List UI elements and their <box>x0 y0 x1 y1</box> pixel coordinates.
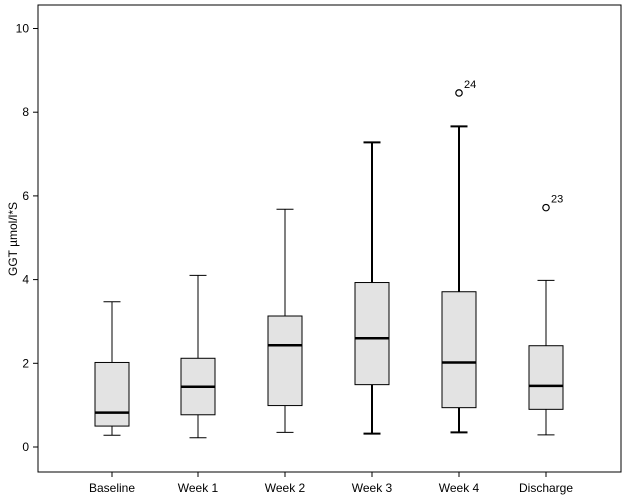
y-tick-label: 0 <box>22 440 29 454</box>
y-tick-label: 10 <box>16 22 30 36</box>
outlier-label: 24 <box>464 79 476 91</box>
x-tick-label: Week 2 <box>265 481 306 495</box>
x-tick-label: Week 1 <box>178 481 219 495</box>
iqr-box <box>441 291 477 409</box>
box-week-4: 24 <box>441 79 477 434</box>
y-tick-label: 2 <box>22 356 29 370</box>
plot-area-frame <box>37 4 622 473</box>
x-tick-label: Week 3 <box>352 481 393 495</box>
box-week-2 <box>267 208 303 433</box>
box-week-1 <box>180 274 216 439</box>
iqr-box <box>528 345 564 410</box>
box-baseline <box>94 301 130 436</box>
x-tick-label: Baseline <box>89 481 135 495</box>
y-tick-label: 4 <box>22 273 29 287</box>
box-discharge: 23 <box>528 194 564 436</box>
box-series: 24 23 <box>94 79 564 439</box>
iqr-box <box>267 315 303 407</box>
y-tick-label: 6 <box>22 189 29 203</box>
outlier-point <box>455 89 463 97</box>
y-axis: 0 2 4 6 8 10 <box>16 22 38 454</box>
outlier-label: 23 <box>551 194 563 206</box>
x-tick-label: Discharge <box>519 481 573 495</box>
y-axis-title: GGT µmol/l*S <box>6 202 20 276</box>
iqr-box <box>354 282 390 386</box>
outlier-point <box>542 203 550 212</box>
y-tick-label: 8 <box>22 105 29 119</box>
x-tick-label: Week 4 <box>439 481 480 495</box>
x-axis: Baseline Week 1 Week 2 Week 3 Week 4 Discharg… <box>89 472 573 495</box>
box-week-3 <box>354 141 390 435</box>
iqr-box <box>94 361 130 427</box>
